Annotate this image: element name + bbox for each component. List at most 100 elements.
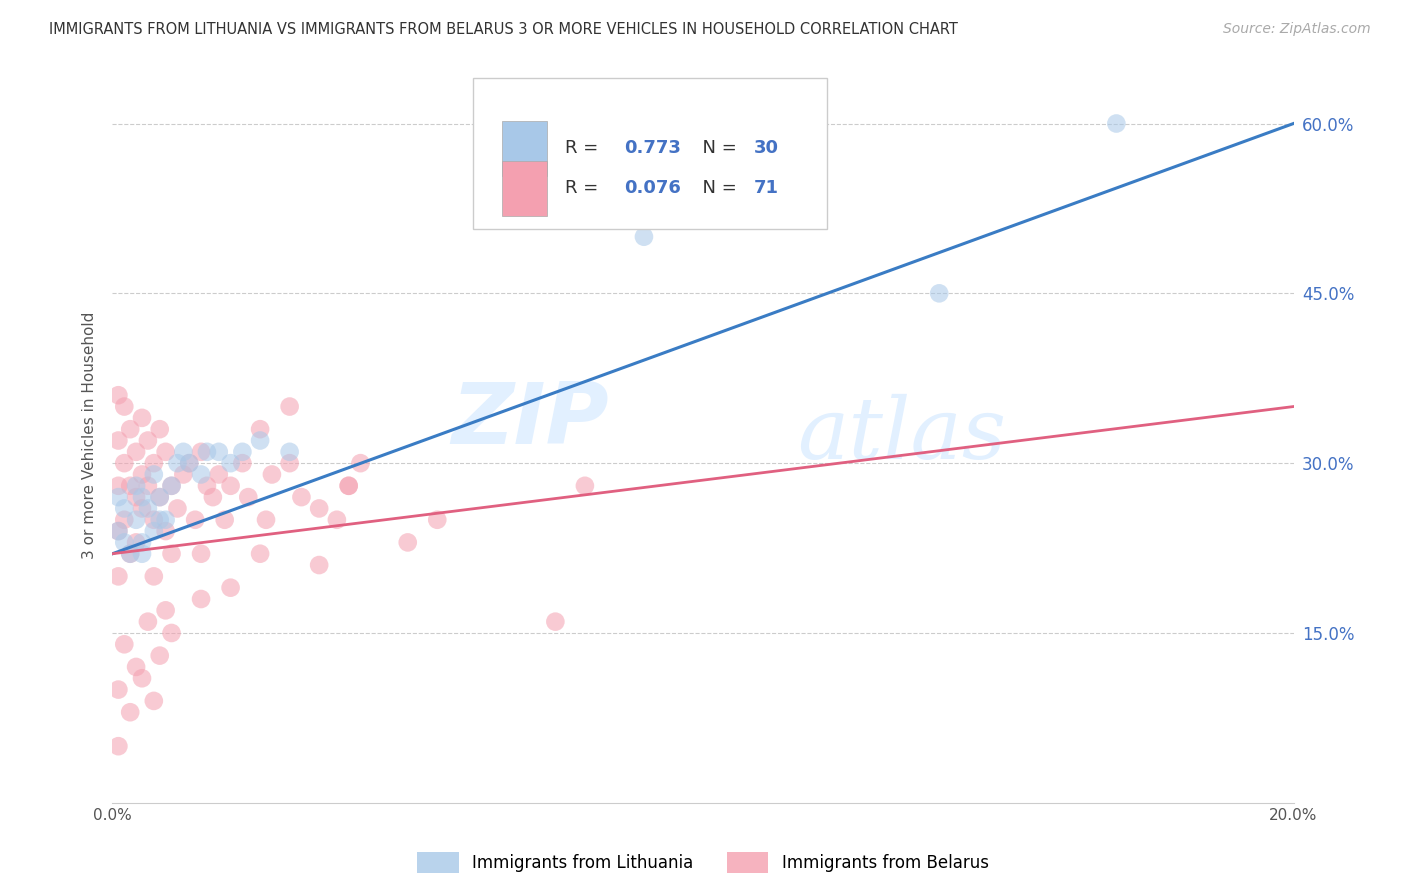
Point — [131, 467, 153, 482]
Point — [190, 592, 212, 607]
Point — [155, 513, 177, 527]
Point — [219, 479, 242, 493]
Point — [107, 490, 129, 504]
Text: R =: R = — [565, 179, 603, 197]
Point — [426, 513, 449, 527]
Point — [160, 626, 183, 640]
Point — [112, 535, 135, 549]
Point — [149, 490, 172, 504]
Point — [107, 682, 129, 697]
Point — [166, 456, 188, 470]
Text: 30: 30 — [754, 139, 779, 157]
Point — [349, 456, 371, 470]
Text: Source: ZipAtlas.com: Source: ZipAtlas.com — [1223, 22, 1371, 37]
Text: 71: 71 — [754, 179, 779, 197]
Point — [238, 490, 260, 504]
Point — [249, 547, 271, 561]
Point — [219, 581, 242, 595]
Point — [201, 490, 224, 504]
Point — [308, 501, 330, 516]
FancyBboxPatch shape — [472, 78, 827, 229]
Point — [254, 513, 277, 527]
Point — [160, 547, 183, 561]
Point — [107, 434, 129, 448]
Point — [107, 479, 129, 493]
Point — [131, 490, 153, 504]
Text: 0.076: 0.076 — [624, 179, 681, 197]
Point — [172, 467, 194, 482]
Point — [136, 479, 159, 493]
Point — [290, 490, 312, 504]
Point — [149, 648, 172, 663]
Point — [337, 479, 360, 493]
Point — [195, 445, 218, 459]
Point — [337, 479, 360, 493]
Text: ZIP: ZIP — [451, 378, 609, 462]
Point — [136, 615, 159, 629]
Point — [231, 456, 253, 470]
Y-axis label: 3 or more Vehicles in Household: 3 or more Vehicles in Household — [82, 311, 97, 558]
Point — [208, 445, 231, 459]
Point — [160, 479, 183, 493]
Point — [142, 524, 165, 538]
Point — [131, 501, 153, 516]
FancyBboxPatch shape — [502, 120, 547, 176]
Point — [190, 467, 212, 482]
Point — [396, 535, 419, 549]
Point — [120, 422, 142, 436]
Point — [190, 445, 212, 459]
Point — [107, 524, 129, 538]
Point — [107, 524, 129, 538]
Point — [928, 286, 950, 301]
Point — [120, 547, 142, 561]
Point — [184, 513, 207, 527]
FancyBboxPatch shape — [502, 161, 547, 216]
Point — [125, 660, 148, 674]
Point — [149, 513, 172, 527]
Point — [219, 456, 242, 470]
Point — [1105, 116, 1128, 130]
Legend: Immigrants from Lithuania, Immigrants from Belarus: Immigrants from Lithuania, Immigrants fr… — [411, 846, 995, 880]
Text: N =: N = — [692, 139, 742, 157]
Point — [160, 479, 183, 493]
Point — [260, 467, 283, 482]
Point — [544, 615, 567, 629]
Point — [125, 479, 148, 493]
Point — [179, 456, 201, 470]
Point — [278, 445, 301, 459]
Point — [131, 547, 153, 561]
Point — [107, 739, 129, 754]
Point — [208, 467, 231, 482]
Point — [112, 456, 135, 470]
Point — [136, 434, 159, 448]
Point — [112, 501, 135, 516]
Point — [125, 535, 148, 549]
Point — [120, 479, 142, 493]
Point — [131, 671, 153, 685]
Point — [155, 524, 177, 538]
Point — [125, 490, 148, 504]
Point — [112, 513, 135, 527]
Point — [278, 400, 301, 414]
Point — [120, 547, 142, 561]
Point — [249, 434, 271, 448]
Point — [172, 445, 194, 459]
Point — [107, 569, 129, 583]
Point — [120, 705, 142, 719]
Point — [166, 501, 188, 516]
Point — [142, 513, 165, 527]
Text: 0.773: 0.773 — [624, 139, 681, 157]
Point — [155, 445, 177, 459]
Text: R =: R = — [565, 139, 603, 157]
Point — [149, 422, 172, 436]
Point — [278, 456, 301, 470]
Point — [142, 569, 165, 583]
Point — [131, 535, 153, 549]
Point — [214, 513, 236, 527]
Point — [308, 558, 330, 572]
Point — [112, 637, 135, 651]
Point — [125, 445, 148, 459]
Point — [326, 513, 349, 527]
Point — [107, 388, 129, 402]
Point — [142, 456, 165, 470]
